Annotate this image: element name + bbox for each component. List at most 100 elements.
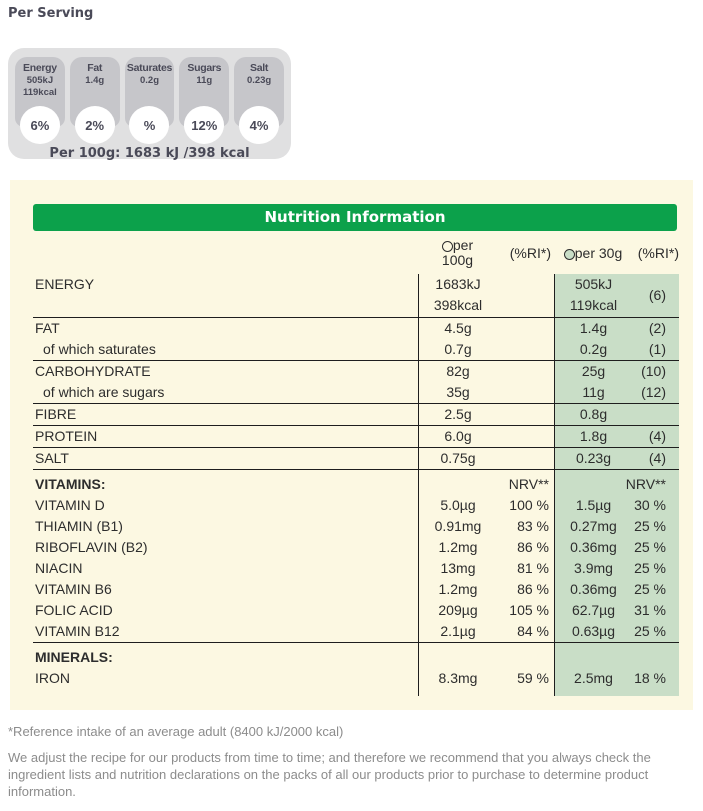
row-per-100g-value: 2.5g <box>418 404 497 425</box>
badge-values: 11g <box>196 75 213 86</box>
row-per-100g-value: 4.5g <box>418 318 497 339</box>
nutrient-badge: Sugars 11g 12% <box>179 57 230 144</box>
row-label: VITAMIN B12 <box>35 623 120 639</box>
row-per-100g-ri <box>497 426 554 447</box>
row-per-100g-ri: 83 % <box>517 518 549 534</box>
row-label: VITAMIN B6 <box>35 581 112 597</box>
row-per-30g-value: 1.5µg <box>554 495 632 516</box>
row-per-100g-ri <box>497 404 554 425</box>
nutrition-panel: Nutrition Information per 100g (%RI*) pe… <box>10 180 693 710</box>
badge-nutrient-name: Sugars <box>187 62 222 74</box>
row-label: FOLIC ACID <box>35 602 113 618</box>
row-per-100g-value: 0.7g <box>418 339 497 360</box>
row-per-30g-value: 0.23g <box>554 448 632 469</box>
nutrient-badge: Energy 505kJ 119kcal 6% <box>15 57 65 144</box>
table-row: VITAMIN B6 1.2mg 86 % 0.36mg 25 % <box>33 579 679 600</box>
col-header-ri-100g: (%RI*) <box>509 245 551 261</box>
nutrition-title-bar: Nutrition Information <box>33 204 677 231</box>
row-per-30g-value <box>554 643 632 668</box>
col-header-per-30g: per 30g <box>554 245 632 261</box>
row-per-100g-value: 5.0µg <box>418 495 497 516</box>
row-label: SALT <box>35 450 69 466</box>
row-per-100g-value: 0.75g <box>418 448 497 469</box>
row-per-30g-ri <box>632 643 679 668</box>
badge-ri-circle: 6% <box>19 106 60 144</box>
row-per-30g-ri: (4) <box>632 448 679 469</box>
row-per-30g-value: 1.4g <box>554 318 632 339</box>
badge-ri-circle: 4% <box>239 106 280 144</box>
badge-ri-percent: % <box>143 117 156 133</box>
row-label: THIAMIN (B1) <box>35 518 123 534</box>
row-per-30g-value <box>554 470 632 495</box>
badge-values: 0.2g <box>139 75 159 86</box>
row-per-30g-ri: 25 % <box>632 621 679 642</box>
row-per-30g-ri: 25 % <box>632 579 679 600</box>
badge-ri-circle: 2% <box>74 106 115 144</box>
row-per-30g-value: 3.9mg <box>554 558 632 579</box>
badge-ri-circle: % <box>129 106 170 144</box>
row-label: MINERALS: <box>35 649 113 665</box>
row-per-100g-ri: 105 % <box>509 602 549 618</box>
badge-nutrient-name: Salt <box>250 62 269 74</box>
table-row: IRON 8.3mg 59 % 2.5mg 18 % <box>33 668 679 696</box>
row-per-100g-ri <box>497 274 554 317</box>
row-per-30g-value: 0.36mg <box>554 579 632 600</box>
table-row: VITAMIN B12 2.1µg 84 % 0.63µg 25 % <box>33 621 679 643</box>
row-per-100g-value: 0.91mg <box>418 516 497 537</box>
nutrient-badge: Salt 0.23g 4% <box>234 57 284 144</box>
badge-values: 1.4g <box>85 75 105 86</box>
row-per-100g-value: 82g <box>418 361 497 382</box>
badge-nutrient-name: Fat <box>87 62 103 74</box>
table-row: MINERALS: <box>33 643 679 668</box>
row-per-30g-ri: (10) <box>632 361 679 382</box>
row-per-30g-ri: (12) <box>632 382 679 403</box>
row-per-100g-ri <box>497 382 554 403</box>
row-per-30g-value: 11g <box>554 382 632 403</box>
row-per-30g-value: 0.63µg <box>554 621 632 642</box>
table-row: of which are sugars 35g 11g (12) <box>33 382 679 404</box>
per-100g-legend-circle-icon <box>441 240 453 252</box>
badge-nutrient-name: Saturates <box>126 62 173 74</box>
col-header-per-100g: per 100g <box>441 237 474 268</box>
row-per-30g-value: 62.7µg <box>554 600 632 621</box>
badge-values: 0.23g <box>246 75 272 86</box>
row-per-100g-ri: NRV** <box>508 476 549 492</box>
row-per-30g-ri: 25 % <box>632 558 679 579</box>
row-per-30g-ri: 31 % <box>632 600 679 621</box>
row-per-100g-value <box>418 643 497 668</box>
badge-ri-percent: 6% <box>30 117 50 133</box>
table-row: VITAMIN D 5.0µg 100 % 1.5µg 30 % <box>33 495 679 516</box>
row-label: NIACIN <box>35 560 83 576</box>
row-per-30g-value: 0.27mg <box>554 516 632 537</box>
row-per-30g-ri: (6) <box>632 274 679 317</box>
row-label: of which saturates <box>43 341 156 357</box>
row-per-30g-value: 0.8g <box>554 404 632 425</box>
row-label: CARBOHYDRATE <box>35 363 151 379</box>
row-per-100g-ri: 86 % <box>517 581 549 597</box>
row-per-100g-ri: 84 % <box>517 623 549 639</box>
row-per-30g-ri: 18 % <box>632 668 679 696</box>
row-per-30g-value: 505kJ 119kcal <box>554 274 632 317</box>
row-per-30g-value: 25g <box>554 361 632 382</box>
recipe-disclaimer-text: We adjust the recipe for our products fr… <box>8 750 651 799</box>
row-label: VITAMINS: <box>35 476 106 492</box>
badge-ri-circle: 12% <box>184 106 225 144</box>
table-row: THIAMIN (B1) 0.91mg 83 % 0.27mg 25 % <box>33 516 679 537</box>
row-label: IRON <box>35 670 70 686</box>
table-row: FOLIC ACID 209µg 105 % 62.7µg 31 % <box>33 600 679 621</box>
row-per-100g-ri: 81 % <box>517 560 549 576</box>
badge-ri-percent: 12% <box>191 117 218 133</box>
row-label: ENERGY <box>35 276 95 292</box>
badge-nutrient-name: Energy <box>23 62 57 74</box>
nutrient-badge: Fat 1.4g 2% <box>69 57 120 144</box>
row-per-100g-ri: 100 % <box>509 497 549 513</box>
nutrient-badge: Saturates 0.2g % <box>124 57 175 144</box>
row-per-100g-value: 1683kJ 398kcal <box>418 274 497 317</box>
badge-row: Energy 505kJ 119kcal 6% Fat 1.4g 2% Satur… <box>8 48 291 144</box>
row-per-100g-value: 209µg <box>418 600 497 621</box>
per-serving-badge-panel: Energy 505kJ 119kcal 6% Fat 1.4g 2% Satur… <box>8 48 291 161</box>
row-per-100g-value: 2.1µg <box>418 621 497 642</box>
table-row: FIBRE 2.5g 0.8g <box>33 404 679 426</box>
per-100g-note: Per 100g: 1683 kJ /398 kcal <box>49 146 250 161</box>
